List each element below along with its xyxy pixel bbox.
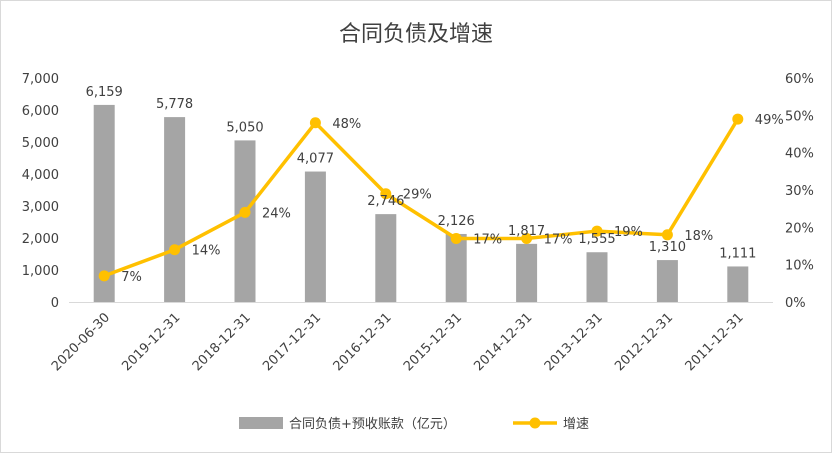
line-value-label: 17%	[544, 233, 573, 248]
legend-label-bar: 合同负债+预收账款（亿元）	[289, 417, 456, 432]
line-point	[591, 225, 603, 237]
y-right-tick-label: 20%	[785, 221, 814, 236]
x-tick-label: 2015-12-31	[401, 310, 465, 374]
y-right-tick-label: 60%	[785, 72, 814, 87]
y-right-tick-label: 40%	[785, 147, 814, 162]
bar-value-label: 5,778	[156, 97, 193, 112]
y-left-tick-label: 5,000	[22, 136, 59, 151]
axes: 0 1,000 2,000 3,000 4,000 5,000 6,000 7,000 0% 10…	[22, 72, 814, 374]
line-value-label: 29%	[403, 188, 432, 203]
bar-value-label: 1,555	[578, 232, 615, 247]
y-right-tick-label: 0%	[785, 296, 806, 311]
legend-swatch-marker	[529, 417, 541, 429]
line-value-label: 7%	[121, 270, 142, 285]
bar	[164, 117, 186, 302]
x-tick-label: 2013-12-31	[542, 310, 606, 374]
bar	[304, 171, 326, 302]
bar-value-label: 1,817	[508, 224, 545, 239]
bar-value-label: 2,746	[367, 194, 404, 209]
bar-value-label: 6,159	[86, 85, 123, 100]
line-point	[450, 233, 462, 245]
growth-line	[103, 118, 740, 278]
bar	[445, 233, 467, 302]
data-labels: 6,159 5,778 5,050 4,077 2,746 2,126 1,817 1,555…	[86, 85, 784, 285]
bar	[656, 260, 678, 302]
x-tick-label: 2016-12-31	[331, 310, 395, 374]
line-value-label: 48%	[332, 117, 361, 132]
x-tick-label: 2014-12-31	[471, 310, 535, 374]
bar-value-label: 1,310	[649, 240, 686, 255]
legend-label-line: 增速	[563, 417, 589, 432]
line-point	[661, 229, 673, 241]
y-left-tick-label: 3,000	[22, 200, 59, 215]
y-left-tick-label: 4,000	[22, 168, 59, 183]
y-left-tick-label: 7,000	[22, 72, 59, 87]
bar-series	[93, 104, 749, 302]
line-value-label: 18%	[684, 229, 713, 244]
bar	[516, 243, 538, 302]
y-left-tick-label: 0	[51, 296, 59, 311]
bar	[234, 140, 256, 302]
x-tick-label: 2012-12-31	[612, 310, 676, 374]
line-value-label: 19%	[614, 225, 643, 240]
line-point	[521, 233, 533, 245]
y-right-tick-label: 50%	[785, 109, 814, 124]
x-tick-label: 2011-12-31	[683, 310, 747, 374]
x-tick-label: 2020-06-30	[49, 310, 113, 374]
line-value-label: 17%	[473, 233, 502, 248]
y-right-tick-label: 10%	[785, 259, 814, 274]
x-tick-label: 2018-12-31	[190, 310, 254, 374]
bar-value-label: 2,126	[438, 214, 475, 229]
y-left-tick-label: 2,000	[22, 232, 59, 247]
y-right-tick-label: 30%	[785, 184, 814, 199]
line-point	[169, 244, 181, 256]
line-point	[309, 117, 321, 129]
line-point	[380, 188, 392, 200]
y-left-tick-label: 1,000	[22, 264, 59, 279]
line-point	[98, 270, 110, 282]
bar	[375, 214, 397, 302]
line-value-label: 49%	[755, 113, 784, 128]
line-point	[732, 113, 744, 125]
line-value-label: 24%	[262, 206, 291, 221]
bar	[586, 252, 608, 302]
line-point	[239, 206, 251, 218]
line-value-label: 14%	[192, 244, 221, 259]
bar-value-label: 1,111	[719, 246, 756, 261]
chart-title: 合同负债及增速	[339, 22, 493, 47]
x-tick-label: 2019-12-31	[119, 310, 183, 374]
line-series	[98, 113, 744, 282]
x-tick-label: 2017-12-31	[260, 310, 324, 374]
legend: 合同负债+预收账款（亿元） 增速	[239, 417, 589, 432]
bar-value-label: 5,050	[226, 120, 263, 135]
bar-value-label: 4,077	[297, 152, 334, 167]
legend-swatch-bar	[239, 417, 283, 429]
bar	[93, 104, 115, 302]
y-left-tick-label: 6,000	[22, 104, 59, 119]
bar	[727, 266, 749, 302]
